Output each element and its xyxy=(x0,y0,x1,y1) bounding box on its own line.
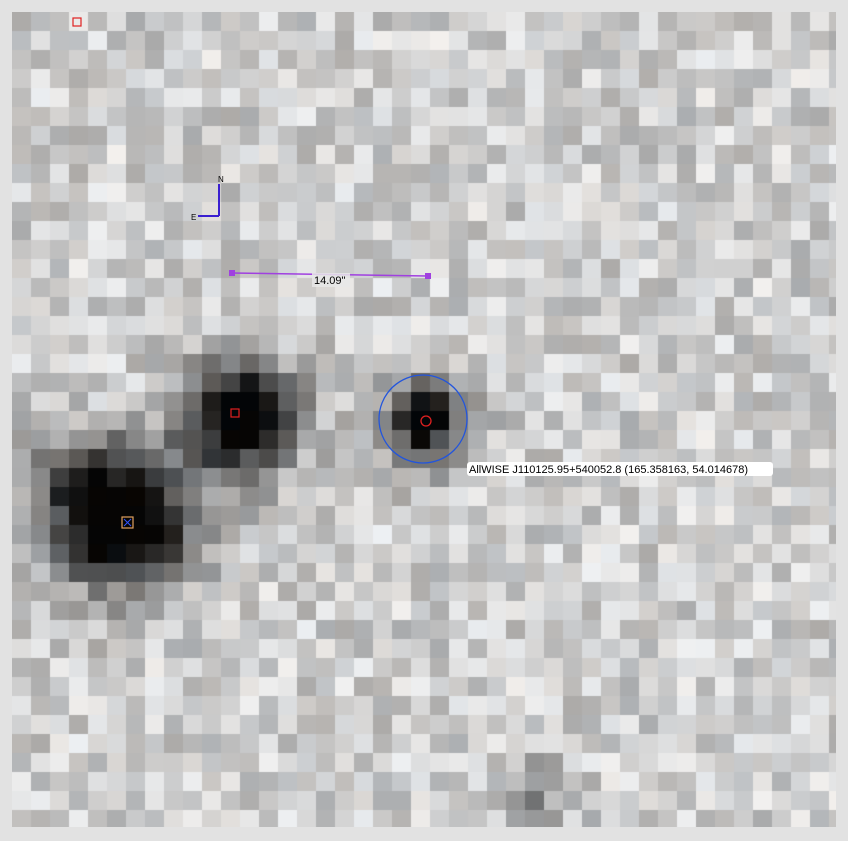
east-label: E xyxy=(191,213,196,222)
source-box xyxy=(121,516,134,529)
source-marker-crossed[interactable] xyxy=(121,516,134,529)
north-label: N xyxy=(218,175,224,184)
cross-icon xyxy=(123,518,132,527)
compass: N E xyxy=(191,175,224,222)
ruler-distance-label: 14.09" xyxy=(314,275,346,287)
source-marker[interactable] xyxy=(230,408,240,418)
sky-image xyxy=(12,12,836,827)
source-marker[interactable] xyxy=(72,17,82,27)
target-label: AllWISE J110125.95+540052.8 (165.358163,… xyxy=(469,464,748,476)
target-label-bg xyxy=(467,462,773,476)
overlay-layer: N E 14.09" AllWISE J110125.95+540052.8 (… xyxy=(72,17,773,529)
ruler-label-bg xyxy=(312,273,350,287)
ruler-end-handle[interactable] xyxy=(425,273,431,279)
sky-image-viewer[interactable]: N E 14.09" AllWISE J110125.95+540052.8 (… xyxy=(12,12,836,827)
distance-ruler[interactable]: 14.09" xyxy=(229,270,431,287)
target-source[interactable] xyxy=(378,374,468,464)
target-marker[interactable] xyxy=(420,415,432,427)
target-search-circle xyxy=(378,374,468,464)
target-label-group: AllWISE J110125.95+540052.8 (165.358163,… xyxy=(467,462,773,476)
ruler-start-handle[interactable] xyxy=(229,270,235,276)
